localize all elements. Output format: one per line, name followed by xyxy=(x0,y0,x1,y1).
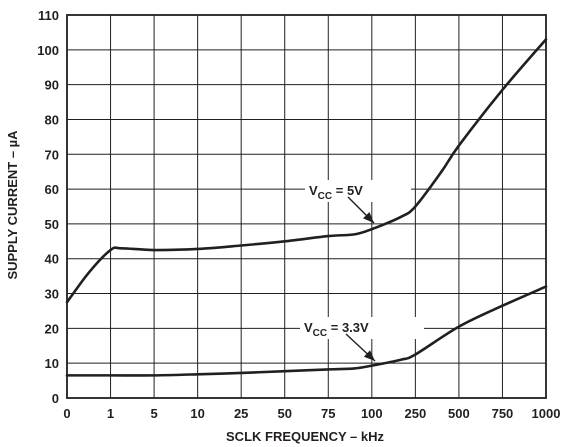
x-tick-label: 25 xyxy=(234,406,248,421)
x-tick-label: 750 xyxy=(492,406,514,421)
x-tick-label: 50 xyxy=(277,406,291,421)
series-curves xyxy=(65,38,548,377)
series-label: VCC = 5V xyxy=(309,183,363,202)
annotation-background xyxy=(300,317,424,339)
y-tick-label: 50 xyxy=(45,217,59,232)
x-tick-label: 0 xyxy=(63,406,70,421)
annotation-arrowhead xyxy=(363,350,375,361)
y-tick-label: 10 xyxy=(45,356,59,371)
x-tick-label: 10 xyxy=(190,406,204,421)
x-axis-title: SCLK FREQUENCY – kHz xyxy=(226,429,384,444)
annotation-background xyxy=(305,180,411,202)
x-tick-label: 75 xyxy=(321,406,335,421)
x-tick-label: 500 xyxy=(448,406,470,421)
series-label: VCC = 3.3V xyxy=(304,320,369,339)
y-tick-label: 70 xyxy=(45,147,59,162)
y-tick-label: 60 xyxy=(45,182,59,197)
y-tick-label: 40 xyxy=(45,252,59,267)
x-tick-label: 250 xyxy=(405,406,427,421)
y-tick-label: 80 xyxy=(45,112,59,127)
annotation-arrowhead xyxy=(363,212,374,223)
y-tick-label: 110 xyxy=(38,8,59,23)
x-tick-label: 1 xyxy=(107,406,114,421)
x-tick-label: 100 xyxy=(361,406,383,421)
curve-vcc-3v3 xyxy=(65,285,548,377)
plot-frame xyxy=(66,14,547,399)
y-axis-title: SUPPLY CURRENT – µA xyxy=(5,130,20,280)
x-tick-labels: 0 1 5 10 25 50 75 100 250 500 750 1000 xyxy=(63,406,560,421)
series-annotations: VCC = 5V VCC = 3.3V xyxy=(300,180,424,362)
y-tick-label: 30 xyxy=(45,287,59,302)
curve-vcc-5v xyxy=(65,38,548,304)
x-tick-label: 1000 xyxy=(532,406,561,421)
y-tick-label: 100 xyxy=(37,43,59,58)
y-tick-label: 90 xyxy=(45,78,59,93)
grid-lines xyxy=(67,15,546,398)
y-tick-labels: 0 10 20 30 40 50 60 70 80 90 100 110 xyxy=(37,8,59,406)
y-tick-label: 20 xyxy=(45,321,59,336)
x-tick-label: 5 xyxy=(150,406,157,421)
y-tick-label: 0 xyxy=(52,391,59,406)
